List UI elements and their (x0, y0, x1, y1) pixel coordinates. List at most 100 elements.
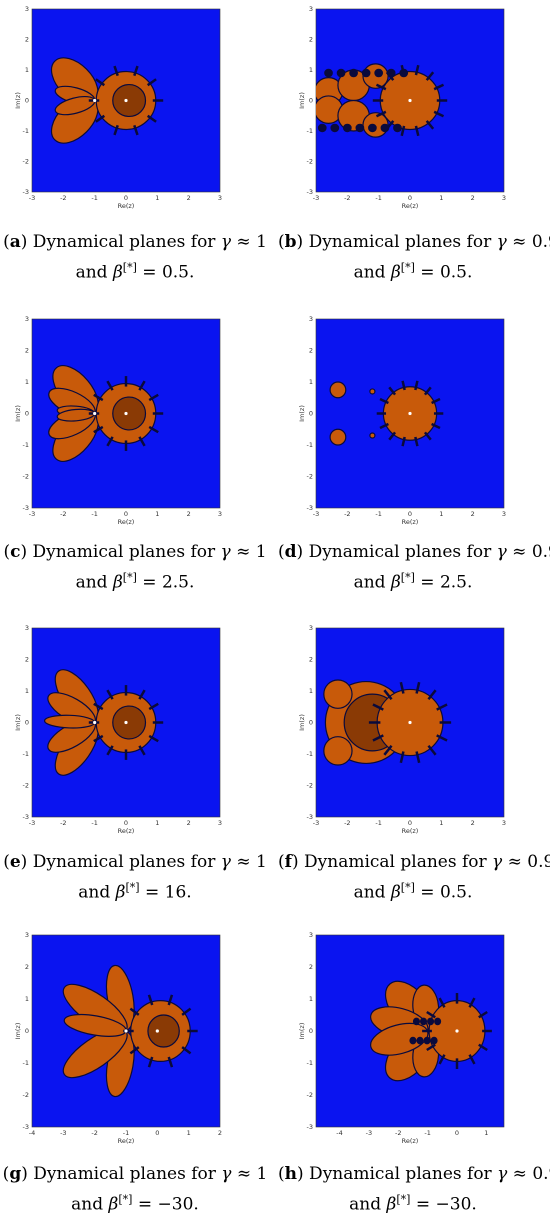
plot-frame (31, 934, 221, 1128)
caption-c: (c) Dynamical planes for γ ≈ 1 and β[*] … (3, 542, 267, 593)
boundary-detail (399, 68, 409, 78)
boundary-spike (414, 436, 419, 447)
x-tick-label: -3 (29, 819, 35, 827)
x-tick-label: -3 (29, 510, 35, 518)
y-axis-label: Im(z) (298, 1023, 306, 1040)
x-tick-label: 0 (408, 510, 412, 518)
plot-frame (31, 627, 221, 818)
boundary-detail (386, 68, 396, 78)
boundary-spike (423, 386, 432, 396)
boundary-detail (349, 68, 358, 78)
y-tick-label: 0 (309, 719, 313, 727)
julia-set-group (62, 964, 198, 1098)
x-tick-label: 2 (471, 510, 475, 518)
boundary-spike (95, 78, 106, 87)
x-tick-label: -1 (375, 510, 381, 518)
x-tick-label: -3 (366, 1129, 372, 1137)
y-axis-label: Im(z) (14, 714, 22, 731)
y-tick-label: -2 (307, 158, 313, 166)
y-tick-label: 1 (25, 687, 29, 695)
x-tick-label: -3 (60, 1129, 66, 1137)
x-tick-label: -1 (424, 1129, 430, 1137)
y-axis-label: Im(z) (14, 405, 22, 422)
y-tick-label: 3 (309, 315, 313, 323)
x-tick-label: 3 (502, 194, 506, 202)
attracting-point (124, 98, 128, 103)
y-tick-label: 3 (25, 5, 29, 13)
y-tick-label: 3 (309, 931, 313, 939)
boundary-spike (423, 431, 432, 441)
y-tick-label: 1 (309, 378, 313, 386)
y-tick-label: -2 (307, 1091, 313, 1099)
basin-lobe (329, 381, 347, 399)
boundary-spike (375, 83, 387, 91)
y-tick-label: 2 (25, 963, 29, 971)
caption-e: (e) Dynamical planes for γ ≈ 1 and β[*] … (3, 852, 267, 903)
y-tick-label: -3 (307, 813, 313, 821)
boundary-spike (147, 994, 154, 1006)
boundary-spike (427, 744, 437, 756)
boundary-spike (167, 994, 174, 1006)
boundary-spike (379, 422, 389, 430)
boundary-detail (416, 1036, 424, 1045)
y-tick-label: 0 (309, 410, 313, 418)
plot-panel-e: 3 2 1 0 -1 -2 -3 -3 -2 -1 0 1 2 3 Re(z) Im(z) (14, 623, 229, 838)
dynamical-plane-c: 3 2 1 0 -1 -2 -3-3 -2 -1 0 1 2 3 Re(z) Im(z) (14, 315, 222, 526)
main-basin-core (112, 83, 147, 118)
y-axis-label: Im(z) (298, 92, 306, 109)
x-tick-label: 3 (218, 194, 222, 202)
julia-set-group (370, 980, 492, 1082)
x-tick-label: 3 (502, 819, 506, 827)
main-basin-core (112, 396, 147, 431)
x-tick-label: -2 (91, 1129, 97, 1137)
boundary-detail (324, 68, 333, 78)
basin-lobe (362, 63, 389, 89)
attracting-point (408, 411, 412, 416)
boundary-spike (388, 386, 397, 396)
y-tick-label: 3 (25, 315, 29, 323)
boundary-spike (148, 425, 159, 434)
y-tick-label: -1 (23, 441, 29, 449)
x-tick-label: 2 (187, 510, 191, 518)
y-axis-label: Im(z) (14, 1023, 22, 1040)
boundary-spike (133, 124, 139, 136)
x-tick-label: -4 (336, 1129, 342, 1137)
x-tick-label: 1 (439, 510, 443, 518)
boundary-spike (431, 397, 441, 405)
boundary-spike (436, 734, 448, 742)
dynamical-plane-a: 3 2 1 0 -1 -2 -3-3 -2 -1 0 1 2 3 Re(z) Im(z) (14, 5, 222, 210)
boundary-detail (374, 68, 384, 78)
basin-lobe (369, 432, 376, 439)
dynamical-plane-d: 3 2 1 0 -1 -2 -3-3 -2 -1 0 1 2 3 Re(z) Im(z) (298, 315, 506, 526)
attracting-point (155, 1029, 159, 1033)
boundary-detail (317, 123, 327, 133)
dynamical-plane-e: 3 2 1 0 -1 -2 -3-3 -2 -1 0 1 2 3 Re(z) Im(z) (14, 624, 222, 835)
x-tick-label: 1 (439, 819, 443, 827)
boundary-spike (138, 380, 146, 391)
boundary-spike (106, 745, 114, 756)
boundary-spike (415, 751, 421, 764)
caption-f: (f) Dynamical planes for γ ≈ 0.9 and β[*… (278, 852, 550, 903)
boundary-spike (93, 425, 104, 434)
y-axis-label: Im(z) (298, 405, 306, 422)
boundary-spike (399, 751, 405, 764)
x-tick-label: -2 (344, 819, 350, 827)
main-basin-core (112, 705, 147, 740)
y-tick-label: 2 (25, 347, 29, 355)
y-tick-label: -2 (307, 782, 313, 790)
boundary-spike (93, 393, 104, 402)
x-tick-label: 1 (484, 1129, 488, 1137)
x-tick-label: 0 (455, 1129, 459, 1137)
x-tick-label: 1 (155, 819, 159, 827)
x-tick-label: 1 (155, 194, 159, 202)
boundary-detail (434, 1017, 442, 1026)
x-tick-label: 2 (471, 194, 475, 202)
boundary-spike (113, 65, 119, 77)
x-tick-label: -1 (375, 819, 381, 827)
y-axis-label: Im(z) (14, 92, 22, 109)
y-tick-label: 2 (309, 347, 313, 355)
julia-set-group (323, 679, 452, 766)
boundary-detail (409, 1036, 417, 1045)
x-tick-label: 3 (218, 510, 222, 518)
